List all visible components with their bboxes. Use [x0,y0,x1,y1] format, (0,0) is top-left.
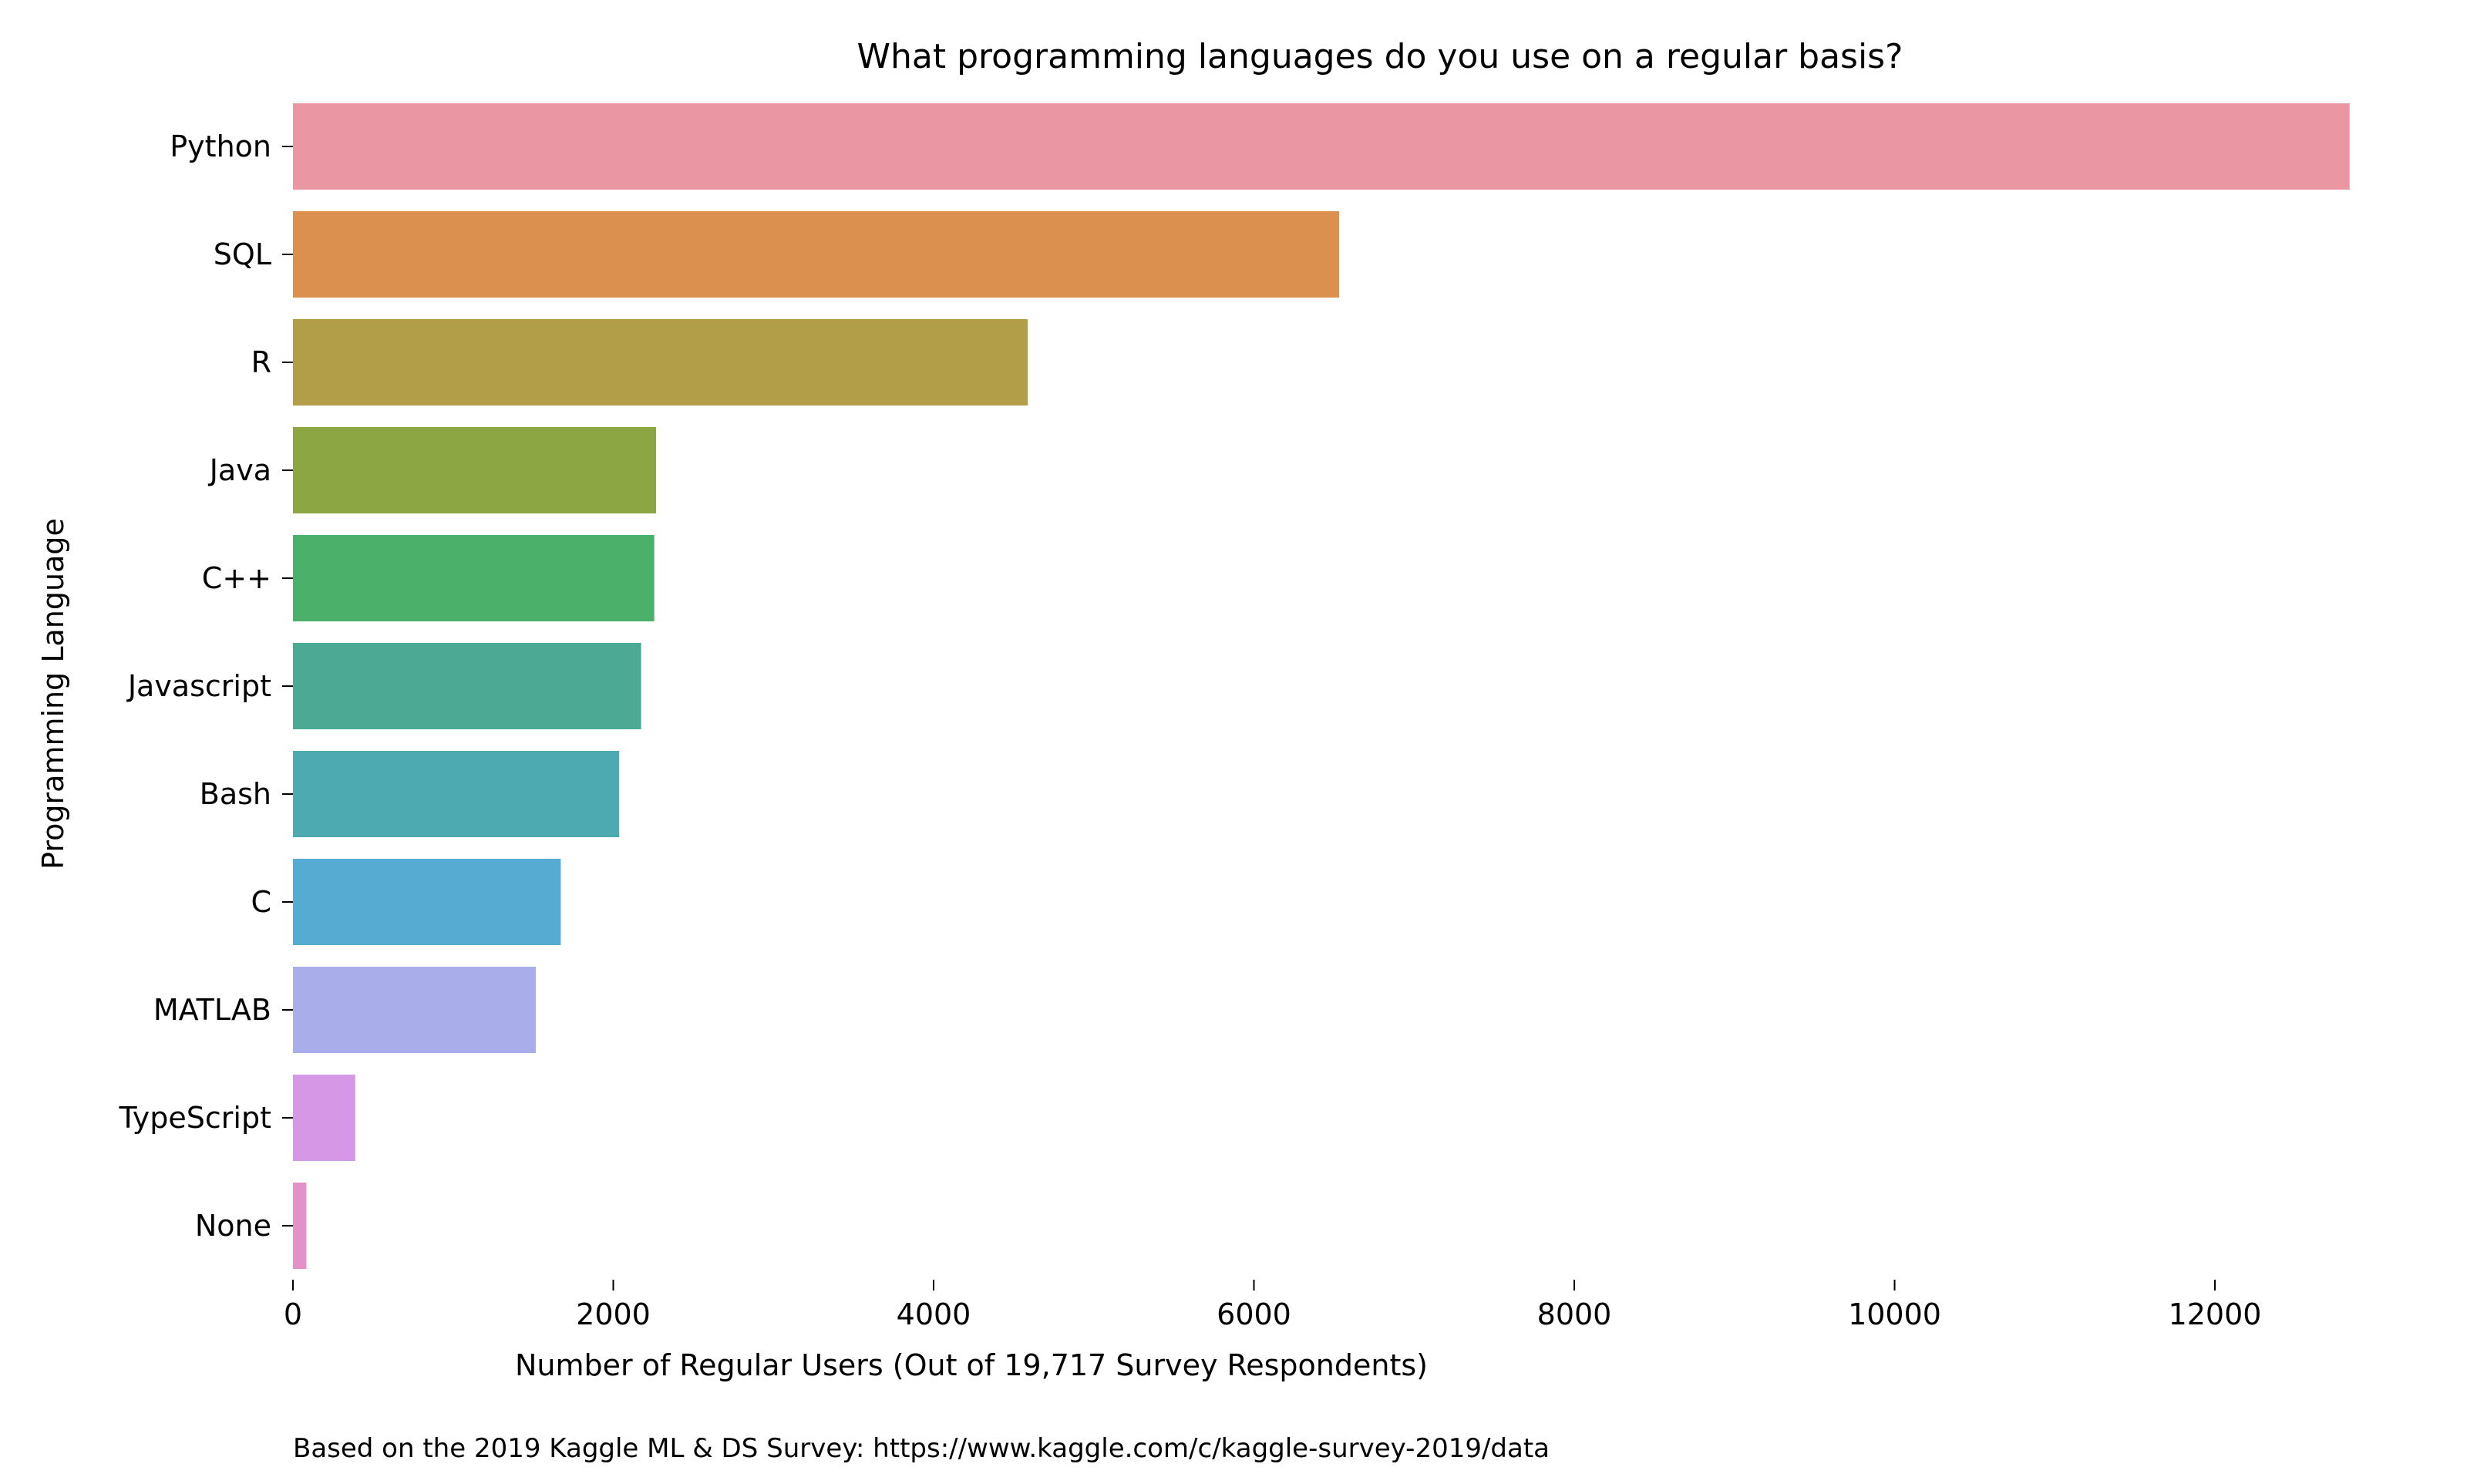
x-tick-label-10000: 10000 [1848,1297,1941,1331]
footnote: Based on the 2019 Kaggle ML & DS Survey:… [293,1433,1550,1464]
y-tick-label-typescript: TypeScript [119,1101,272,1135]
bar-sql [293,211,1340,298]
y-tick-label-matlab: MATLAB [153,993,271,1027]
bar-java [293,427,656,513]
x-axis: 0 2000 4000 6000 8000 10000 12000 [284,1280,2262,1331]
bar-none [293,1183,307,1269]
bar-javascript [293,643,641,729]
y-tick-label-sql: SQL [214,237,271,271]
bar-bash [293,751,620,837]
y-axis: Python SQL R Java C++ Javascript Bash C MATLAB Ty… [119,130,293,1243]
x-tick-label-2000: 2000 [576,1297,651,1331]
chart-title: What programming languages do you use on… [857,37,1903,76]
x-tick-label-4000: 4000 [897,1297,971,1331]
y-tick-label-bash: Bash [200,777,271,811]
y-tick-label-cplusplus: C++ [202,561,271,595]
bar-r [293,319,1028,405]
bars-layer [293,103,2350,1269]
y-tick-label-javascript: Javascript [126,669,271,703]
x-tick-label-12000: 12000 [2169,1297,2262,1331]
bar-cplusplus [293,535,655,621]
x-axis-label: Number of Regular Users (Out of 19,717 S… [515,1348,1428,1382]
bar-c [293,859,561,945]
y-axis-label: Programming Language [36,518,70,870]
y-tick-label-r: R [251,345,271,379]
bar-matlab [293,967,536,1053]
x-tick-label-8000: 8000 [1537,1297,1612,1331]
bar-typescript [293,1075,355,1161]
y-tick-label-java: Java [208,453,271,487]
x-tick-label-6000: 6000 [1217,1297,1291,1331]
x-tick-label-0: 0 [284,1297,302,1331]
y-tick-label-python: Python [170,130,271,163]
y-tick-label-c: C [251,885,271,919]
y-tick-label-none: None [195,1209,271,1243]
bar-python [293,103,2350,190]
